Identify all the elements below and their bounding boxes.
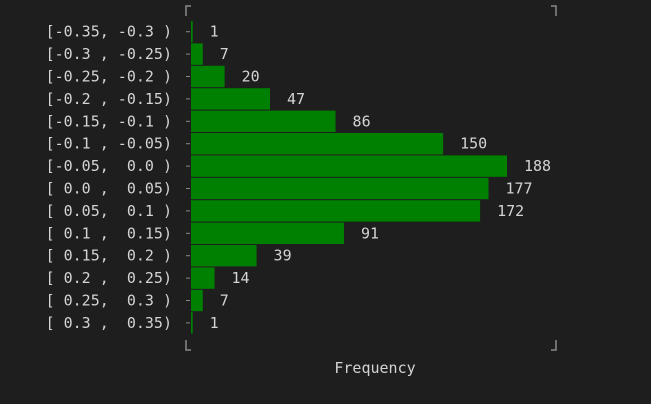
bar: [191, 43, 203, 65]
bar: [191, 267, 215, 289]
frame-bottom-left-corner: [185, 340, 191, 351]
category-label: [ 0.1 , 0.15): [46, 224, 172, 242]
bar: [191, 133, 444, 155]
bar: [191, 21, 193, 43]
value-label: 1: [210, 314, 219, 332]
value-label: 20: [242, 68, 260, 86]
category-label: [ 0.2 , 0.25): [46, 269, 172, 287]
category-label: [ 0.3 , 0.35): [46, 314, 172, 332]
category-label: [ 0.0 , 0.05): [46, 180, 172, 198]
value-label: 86: [353, 112, 371, 130]
bar: [191, 155, 507, 177]
frame-bottom-right-corner: [551, 340, 557, 351]
value-label: 47: [287, 90, 305, 108]
bar: [191, 110, 336, 132]
frame-top-left-corner: [185, 5, 191, 16]
x-axis-label: Frequency: [334, 359, 415, 377]
value-label: 7: [220, 45, 229, 63]
value-label: 177: [506, 180, 533, 198]
bar: [191, 312, 193, 334]
value-label: 1: [210, 23, 219, 41]
category-label: [-0.25, -0.2 ): [46, 68, 172, 86]
category-label: [ 0.25, 0.3 ): [46, 292, 172, 310]
frame-top-right-corner: [551, 5, 557, 16]
value-label: 7: [220, 292, 229, 310]
bar: [191, 222, 344, 244]
category-label: [-0.35, -0.3 ): [46, 23, 172, 41]
bar: [191, 177, 489, 200]
category-label: [-0.05, 0.0 ): [46, 157, 172, 175]
category-labels-group: [-0.35, -0.3 ) [-0.3 , -0.25) [-0.25, -0.2…: [46, 23, 190, 332]
value-label: 150: [460, 135, 487, 153]
bar: [191, 200, 481, 222]
category-label: [ 0.15, 0.2 ): [46, 247, 172, 265]
category-label: [-0.3 , -0.25): [46, 45, 172, 63]
category-label: [-0.1 , -0.05): [46, 135, 172, 153]
bars-group: [191, 21, 507, 334]
bar: [191, 65, 225, 88]
value-label: 14: [232, 269, 250, 287]
plot-frame: [185, 5, 557, 351]
category-label: [ 0.05, 0.1 ): [46, 202, 172, 220]
value-label: 188: [524, 157, 551, 175]
bar: [191, 245, 257, 267]
bar: [191, 88, 270, 110]
value-label: 91: [361, 224, 379, 242]
value-label: 172: [497, 202, 524, 220]
value-label: 39: [274, 247, 292, 265]
category-label: [-0.2 , -0.15): [46, 90, 172, 108]
category-label: [-0.15, -0.1 ): [46, 112, 172, 130]
bar: [191, 289, 203, 312]
